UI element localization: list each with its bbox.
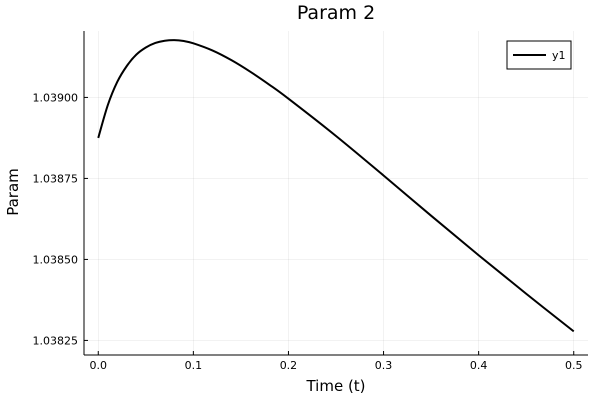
y-tick-label: 1.03850 (33, 253, 79, 266)
y-tick-label: 1.03875 (33, 172, 79, 185)
series-layer (97, 39, 575, 333)
y-tick-label: 1.03825 (33, 334, 79, 347)
series-line-y1 (97, 39, 575, 333)
grid (84, 31, 588, 355)
x-tick-label: 0.3 (375, 359, 393, 372)
axes (83, 31, 588, 356)
x-tick-label: 0.1 (185, 359, 203, 372)
ticks: 0.0 0.1 0.2 0.3 0.4 0.5 1.03825 1.03850 1.03875 1… (33, 91, 583, 372)
y-tick-label: 1.03900 (33, 91, 79, 104)
x-tick-label: 0.5 (565, 359, 583, 372)
chart-title: Param 2 (297, 2, 375, 24)
legend-label-y1: y1 (552, 49, 566, 62)
x-tick-label: 0.4 (470, 359, 488, 372)
x-tick-label: 0.0 (90, 359, 108, 372)
y-axis-title: Param (4, 168, 22, 216)
x-tick-label: 0.2 (280, 359, 298, 372)
legend: y1 (506, 40, 572, 70)
x-axis-title: Time (t) (305, 377, 365, 395)
